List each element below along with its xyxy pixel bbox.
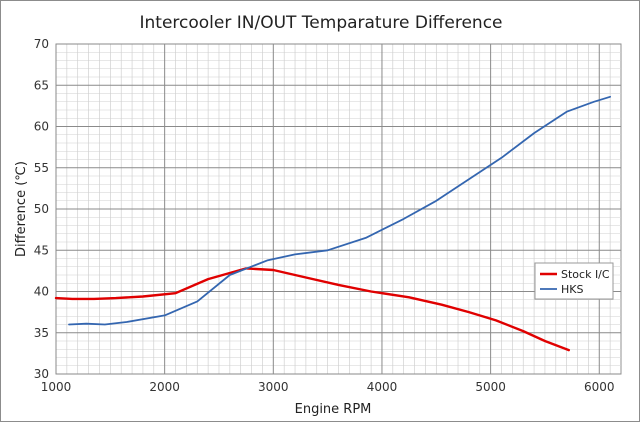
- x-tick-label: 1000: [41, 380, 72, 394]
- legend-label: Stock I/C: [561, 268, 610, 281]
- x-tick-labels: 1000 2000 3000 4000 5000 6000: [41, 380, 615, 394]
- x-tick-label: 6000: [584, 380, 615, 394]
- chart-title: Intercooler IN/OUT Temparature Differenc…: [139, 13, 502, 33]
- y-tick-label: 60: [34, 120, 49, 134]
- y-tick-label: 50: [34, 202, 49, 216]
- y-tick-label: 35: [34, 326, 49, 340]
- x-tick-label: 5000: [475, 380, 506, 394]
- major-grid: [55, 43, 621, 375]
- y-tick-label: 65: [34, 78, 49, 92]
- series-layer: [54, 95, 611, 352]
- x-tick-label: 2000: [149, 380, 180, 394]
- y-tick-label: 70: [34, 37, 49, 51]
- y-tick-label: 55: [34, 161, 49, 175]
- y-tick-label: 30: [34, 367, 49, 381]
- y-axis-title: Difference (℃): [14, 161, 29, 257]
- series-line-hks: [68, 95, 611, 326]
- x-axis-title: Engine RPM: [295, 402, 372, 417]
- legend: Stock I/C HKS: [534, 262, 614, 300]
- y-tick-label: 40: [34, 285, 49, 299]
- y-tick-labels: 30 35 40 45 50 55 60 65 70: [34, 37, 49, 381]
- legend-label: HKS: [561, 283, 583, 296]
- series-line-stock-ic: [54, 267, 570, 352]
- x-tick-label: 4000: [367, 380, 398, 394]
- x-tick-label: 3000: [258, 380, 289, 394]
- y-tick-label: 45: [34, 243, 49, 257]
- legend-box: [534, 262, 614, 300]
